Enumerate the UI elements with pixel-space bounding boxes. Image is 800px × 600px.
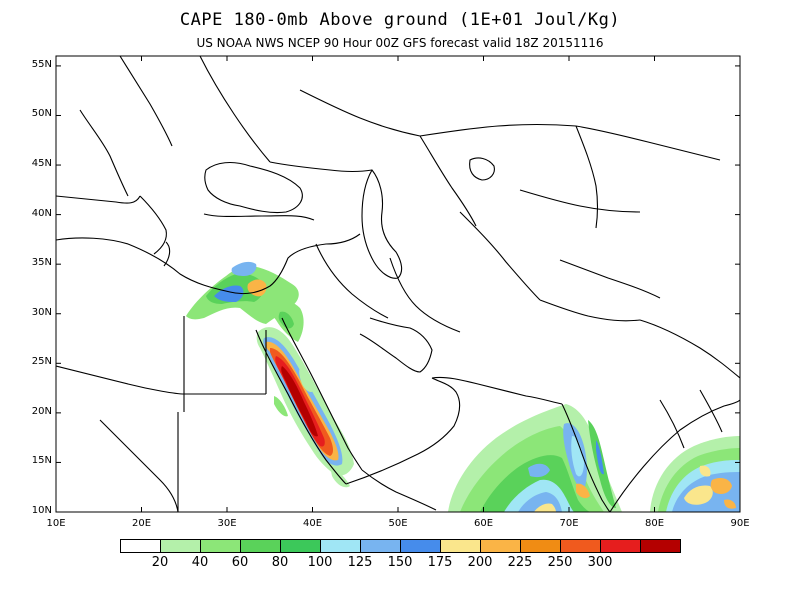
lat-tick-label: 30N <box>31 306 52 318</box>
colorbar-swatch <box>240 539 281 553</box>
colorbar-swatch <box>600 539 641 553</box>
colorbar-swatch <box>400 539 441 553</box>
cape-fields <box>56 56 740 512</box>
colorbar-label: 200 <box>467 555 493 570</box>
colorbar-swatch <box>520 539 561 553</box>
colorbar-swatch <box>320 539 361 553</box>
colorbar-swatch <box>480 539 521 553</box>
colorbar-swatch <box>160 539 201 553</box>
colorbar-swatch <box>560 539 601 553</box>
lat-tick-label: 55N <box>31 58 52 70</box>
map-frame <box>55 55 741 513</box>
colorbar-label: 125 <box>347 555 373 570</box>
field-red-sea <box>256 327 354 488</box>
axis-ticks <box>55 56 741 513</box>
field-bay-of-bengal <box>650 436 740 512</box>
colorbar-label: 300 <box>587 555 613 570</box>
lat-tick-label: 35N <box>31 257 52 269</box>
map-subtitle: US NOAA NWS NCEP 90 Hour 00Z GFS forecas… <box>196 36 604 50</box>
coastlines <box>56 56 740 512</box>
colorbar-swatch <box>280 539 321 553</box>
lon-tick-label: 80E <box>644 518 665 529</box>
lon-tick-label: 50E <box>388 518 408 529</box>
lat-tick-label: 15N <box>31 455 52 467</box>
colorbar-swatch <box>120 539 161 553</box>
colorbar-label: 20 <box>151 555 169 570</box>
field-mediterranean <box>186 261 304 342</box>
lat-tick-label: 10N <box>31 505 52 516</box>
lon-tick-label: 60E <box>473 518 494 529</box>
colorbar-label: 250 <box>547 555 573 570</box>
lat-tick-label: 20N <box>31 405 52 417</box>
lon-tick-label: 90E <box>730 518 750 529</box>
colorbar-label: 100 <box>307 555 333 570</box>
colorbar-label: 60 <box>231 555 249 570</box>
lat-tick-label: 40N <box>31 207 52 219</box>
colorbar-swatch <box>640 539 681 553</box>
lat-tick-label: 25N <box>31 356 52 368</box>
map-title: CAPE 180-0mb Above ground (1E+01 Joul/Kg… <box>179 10 621 30</box>
lon-tick-label: 30E <box>217 518 237 529</box>
colorbar-label: 150 <box>387 555 413 570</box>
lat-tick-label: 45N <box>31 158 52 170</box>
lon-tick-label: 40E <box>302 518 323 529</box>
colorbar-label: 175 <box>427 555 453 570</box>
lon-tick-label: 70E <box>559 518 579 529</box>
colorbar-label: 40 <box>191 555 209 570</box>
colorbar-label: 80 <box>271 555 289 570</box>
field-arabian-sea <box>448 404 622 512</box>
lat-tick-label: 50N <box>31 108 52 120</box>
colorbar-swatch <box>360 539 401 553</box>
lon-tick-label: 20E <box>131 518 152 529</box>
colorbar-label: 225 <box>507 555 533 570</box>
colorbar-swatch <box>440 539 481 553</box>
colorbar-swatch <box>200 539 241 553</box>
lon-tick-label: 10E <box>46 518 66 529</box>
